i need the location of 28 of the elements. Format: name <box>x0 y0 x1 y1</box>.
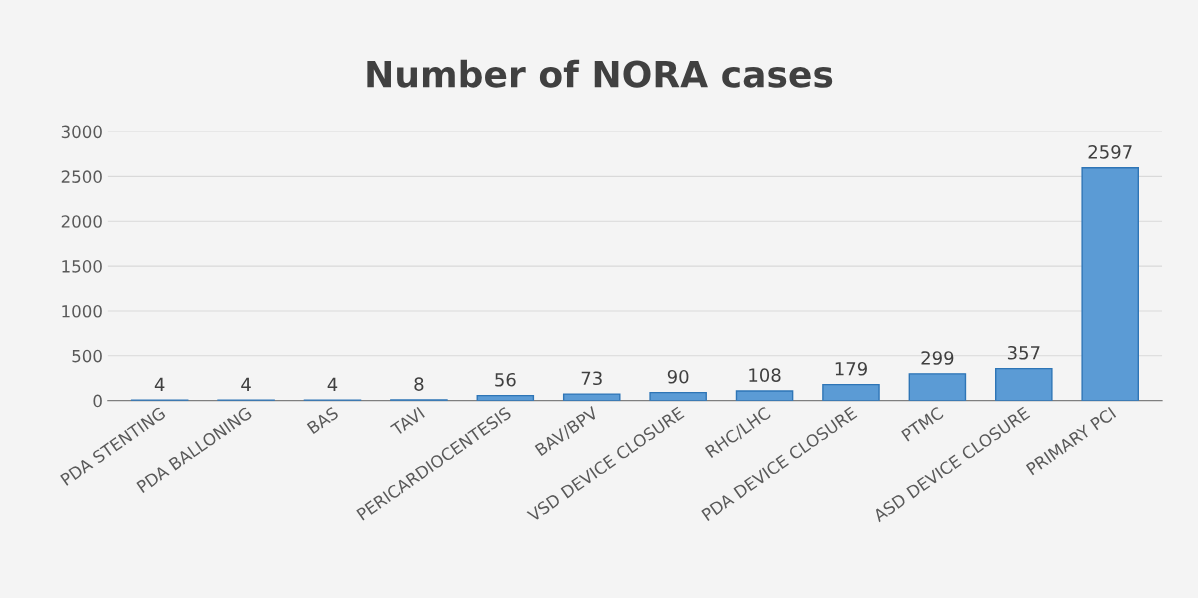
y-tick-label: 1000 <box>62 304 102 318</box>
data-label: 90 <box>667 369 689 384</box>
data-label: 179 <box>835 361 867 376</box>
bar <box>562 393 621 401</box>
y-tick-label: 2000 <box>61 215 102 228</box>
data-label: 56 <box>495 372 516 387</box>
data-label: 108 <box>749 368 781 382</box>
y-tick-label: 0 <box>93 394 102 408</box>
bar <box>649 391 707 401</box>
y-tick-label: 500 <box>72 349 102 363</box>
y-tick-label: 1500 <box>62 260 102 273</box>
data-label: 4 <box>154 377 165 391</box>
data-label: 4 <box>327 377 338 391</box>
data-label: 299 <box>921 351 954 365</box>
chart-title: Number of NORA cases <box>367 59 833 88</box>
x-tick-label: BAS <box>306 406 340 435</box>
data-label: 2597 <box>1088 145 1132 159</box>
data-label: 8 <box>414 377 424 391</box>
bar <box>735 390 794 401</box>
y-tick-label: 3000 <box>61 125 102 139</box>
bar <box>995 367 1053 401</box>
data-label: 73 <box>581 371 602 386</box>
bar <box>822 383 880 401</box>
bar <box>1081 167 1139 401</box>
data-label: 4 <box>241 377 251 391</box>
bar <box>908 373 967 401</box>
data-label: 357 <box>1007 345 1040 360</box>
y-tick-label: 2500 <box>61 170 102 183</box>
